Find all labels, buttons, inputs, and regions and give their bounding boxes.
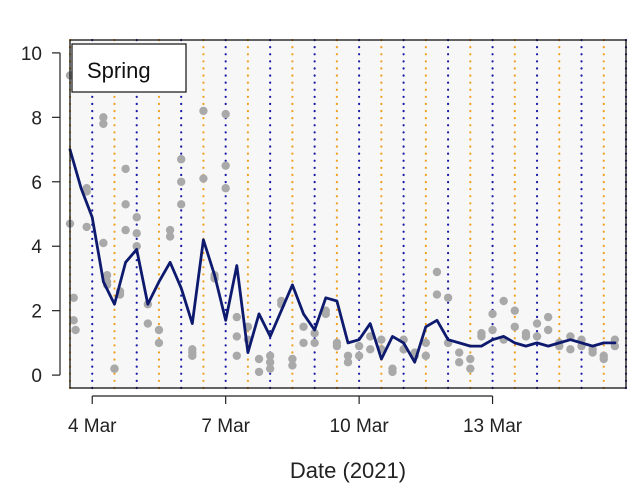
data-point: [477, 329, 486, 338]
data-point: [432, 267, 442, 277]
data-point: [321, 309, 330, 319]
data-point: [488, 309, 497, 319]
y-tick-label: 8: [31, 108, 42, 129]
data-point: [510, 322, 519, 331]
data-point: [69, 293, 78, 302]
data-point: [82, 222, 91, 232]
data-point: [99, 238, 108, 248]
data-point: [265, 351, 275, 360]
legend-label: Spring: [87, 58, 151, 83]
data-point: [432, 290, 442, 299]
data-point: [310, 329, 319, 338]
data-point: [299, 322, 308, 331]
data-point: [421, 351, 431, 360]
data-point: [588, 345, 597, 354]
data-point: [466, 354, 475, 364]
data-point: [154, 338, 164, 348]
data-point: [265, 364, 275, 373]
x-axis: 4 Mar 7 Mar 10 Mar 13 Mar: [68, 395, 523, 437]
data-point: [288, 361, 297, 370]
data-point: [99, 113, 108, 122]
data-point: [177, 177, 186, 186]
series-line: [68, 148, 617, 364]
data-point: [488, 325, 497, 335]
data-point: [366, 345, 375, 354]
data-point: [177, 155, 186, 164]
data-point: [455, 348, 464, 357]
data-point: [254, 367, 264, 377]
data-point: [499, 296, 508, 306]
data-point: [221, 161, 230, 170]
y-axis: 0 2 4 6 8 10: [21, 44, 61, 387]
data-point: [121, 164, 130, 174]
data-point: [71, 325, 80, 335]
data-point: [354, 351, 364, 360]
data-point: [221, 184, 230, 193]
data-point: [521, 329, 531, 338]
data-point: [599, 354, 608, 364]
y-tick-label: 2: [31, 302, 42, 323]
data-point: [310, 338, 319, 348]
data-point: [343, 358, 353, 367]
data-point: [99, 119, 108, 128]
data-point: [132, 213, 141, 222]
data-point: [221, 109, 230, 119]
plot-frame: [69, 39, 627, 389]
reference-lines: [68, 38, 628, 390]
data-point: [354, 341, 364, 351]
data-point: [110, 364, 119, 373]
data-point: [532, 319, 542, 328]
data-point: [343, 351, 353, 360]
data-point: [121, 225, 130, 235]
data-point: [254, 354, 264, 364]
data-point: [566, 345, 575, 354]
data-point: [510, 306, 519, 315]
data-point: [543, 312, 553, 322]
data-point: [143, 319, 153, 328]
data-point: [299, 338, 308, 348]
data-point: [121, 200, 130, 209]
data-point: [188, 345, 197, 354]
data-point: [69, 316, 78, 325]
data-point: [199, 106, 208, 116]
data-point: [566, 332, 575, 341]
y-tick-label: 0: [31, 366, 42, 387]
data-point: [543, 325, 553, 335]
data-point: [532, 332, 542, 341]
data-point: [388, 364, 397, 373]
data-point: [466, 364, 475, 373]
x-tick-label: 4 Mar: [68, 416, 117, 437]
data-point: [421, 338, 431, 348]
data-point: [132, 229, 141, 238]
x-tick-label: 10 Mar: [330, 416, 390, 437]
data-point: [165, 232, 175, 241]
data-point: [232, 351, 241, 360]
data-point: [154, 325, 164, 335]
x-tick-label: 7 Mar: [201, 416, 250, 437]
data-point: [288, 354, 297, 364]
trend-line: [68, 148, 617, 364]
data-point: [455, 358, 464, 367]
y-tick-label: 10: [21, 44, 42, 65]
x-axis-title: Date (2021): [290, 458, 406, 483]
x-tick-label: 13 Mar: [463, 416, 523, 437]
data-point: [199, 174, 208, 183]
data-point: [165, 225, 175, 235]
legend-box: [71, 43, 187, 93]
data-point: [232, 332, 241, 341]
data-point: [377, 335, 386, 344]
data-point: [265, 358, 275, 367]
y-tick-label: 6: [31, 173, 42, 194]
data-point: [132, 242, 141, 251]
y-tick-label: 4: [31, 237, 42, 258]
data-point: [232, 312, 241, 322]
data-point: [177, 200, 186, 209]
data-point: [188, 351, 197, 360]
legend: Spring: [71, 43, 187, 93]
data-point: [102, 271, 112, 280]
data-point: [443, 293, 453, 302]
data-point: [332, 338, 342, 348]
